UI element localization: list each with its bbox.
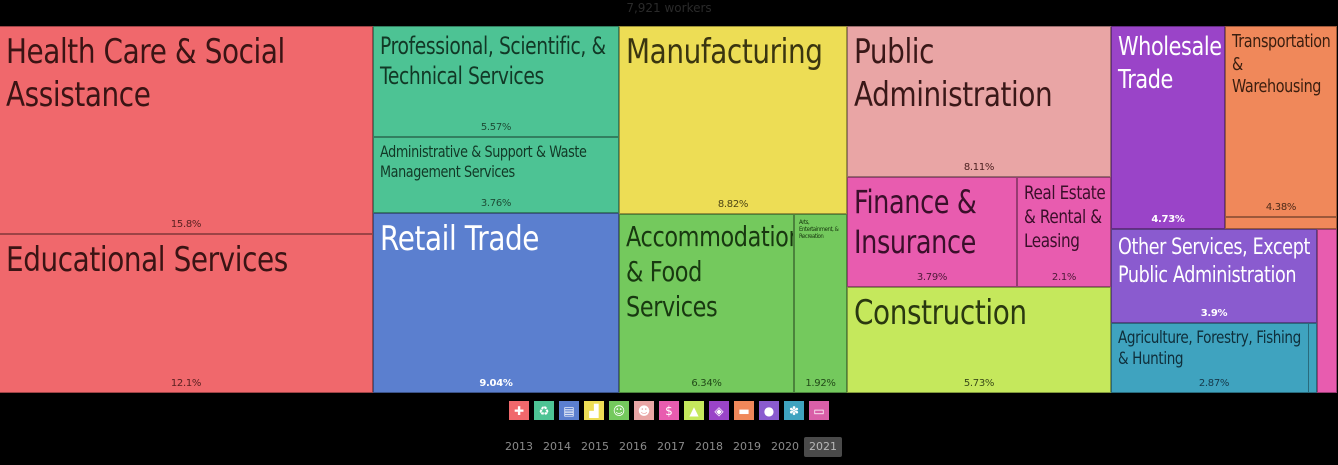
tile-label: Retail Trade [380,219,540,259]
tile-label: Real Estate & Rental & Leasing [1024,182,1106,252]
treemap-tile-arts-entertainment-recreation[interactable]: Arts, Entertainment, & Recreation 1.92% [794,214,847,393]
sliver-other-sub[interactable] [1317,229,1337,393]
tile-share-label: 4.38% [1265,202,1297,213]
year-option-2018[interactable]: 2018 [695,440,723,453]
person-icon[interactable]: ● [759,401,779,420]
wheat-icon[interactable]: ✽ [784,401,804,420]
money-icon[interactable]: $ [659,401,679,420]
treemap-tile-educational-services[interactable]: Educational Services 12.1% [0,234,373,393]
tile-share-label: 2.87% [1198,378,1230,389]
tile-share-label: 2.1% [1051,272,1077,283]
tile-label: Transportation & Warehousing [1232,31,1331,97]
tile-label: Finance & Insurance [854,183,977,261]
tile-share-label: 1.92% [805,378,836,389]
year-option-2014[interactable]: 2014 [543,440,571,453]
year-option-2017[interactable]: 2017 [657,440,685,453]
year-option-2021[interactable]: 2021 [804,437,842,457]
tile-share-label: 5.73% [963,378,995,389]
computer-icon[interactable]: ▭ [809,401,829,420]
treemap-tile-administrative-support-waste-management-services[interactable]: Administrative & Support & Waste Managem… [373,137,619,213]
health-cross-icon[interactable]: ✚ [509,401,529,420]
sliver-agriculture-sub[interactable] [1308,323,1317,393]
year-option-2020[interactable]: 2020 [771,440,799,453]
tile-label: Wholesale Trade [1118,32,1222,95]
tile-share-label: 3.76% [480,198,512,209]
tile-label: Manufacturing [626,32,823,72]
year-option-2015[interactable]: 2015 [581,440,609,453]
tile-label: Other Services, Except Public Administra… [1118,235,1310,288]
treemap-tile-finance-insurance[interactable]: Finance & Insurance 3.79% [847,177,1017,287]
tile-share-label: 15.8% [170,219,202,230]
treemap-tile-professional-scientific-technical-services[interactable]: Professional, Scientific, & Technical Se… [373,26,619,137]
year-option-2019[interactable]: 2019 [733,440,761,453]
treemap-tile-wholesale-trade[interactable]: Wholesale Trade 4.73% [1111,26,1225,229]
tile-label: Agriculture, Forestry, Fishing & Hunting [1118,328,1301,370]
treemap-tile-accommodation-food-services[interactable]: Accommodation & Food Services 6.34% [619,214,794,393]
treemap-tile-manufacturing[interactable]: Manufacturing 8.82% [619,26,847,214]
treemap-tile-other-services-except-public-administration[interactable]: Other Services, Except Public Administra… [1111,229,1317,323]
tile-share-label: 8.11% [963,162,995,173]
tile-label: Accommodation & Food Services [626,220,794,323]
treemap-tile-health-care-social-assistance[interactable]: Health Care & Social Assistance 15.8% [0,26,373,234]
year-option-2013[interactable]: 2013 [505,440,533,453]
tile-label: Public Administration [854,32,1053,115]
tile-label: Administrative & Support & Waste Managem… [380,142,587,181]
treemap-tile-public-administration[interactable]: Public Administration 8.11% [847,26,1111,177]
tile-label: Arts, Entertainment, & Recreation [799,219,839,241]
people-icon[interactable]: ☻ [634,401,654,420]
industry-treemap: Health Care & Social Assistance 15.8% Educ… [0,26,1337,393]
industry-icon-bar: ✚ ♻ ▤ ▟ ☺ ☻ $ ▲ ◈ ▬ ● ✽ ▭ [509,401,829,421]
tile-label: Construction [854,293,1027,333]
tile-share-label: 9.04% [479,378,513,389]
treemap-tile-agriculture-forestry-fishing-hunting[interactable]: Agriculture, Forestry, Fishing & Hunting… [1111,323,1317,393]
year-option-2016[interactable]: 2016 [619,440,647,453]
treemap-tile-real-estate-rental-leasing[interactable]: Real Estate & Rental & Leasing 2.1% [1017,177,1111,287]
tile-share-label: 3.9% [1200,308,1228,319]
tile-share-label: 12.1% [170,378,202,389]
tile-share-label: 3.79% [916,272,948,283]
storefront-icon[interactable]: ▤ [559,401,579,420]
masks-icon[interactable]: ☺ [609,401,629,420]
cone-icon[interactable]: ▲ [684,401,704,420]
treemap-tile-transportation-warehousing[interactable]: Transportation & Warehousing 4.38% [1225,26,1337,217]
tile-label: Professional, Scientific, & Technical Se… [380,32,606,90]
tile-share-label: 8.82% [717,199,749,210]
total-workers-label: 7,921 workers [626,1,712,15]
factory-icon[interactable]: ▟ [584,401,604,420]
boxes-icon[interactable]: ◈ [709,401,729,420]
tile-share-label: 5.57% [480,122,512,133]
tile-share-label: 6.34% [691,378,722,389]
sliver-transportation-sub[interactable] [1225,217,1337,229]
treemap-tile-construction[interactable]: Construction 5.73% [847,287,1111,393]
tile-label: Educational Services [6,240,288,280]
tile-share-label: 4.73% [1151,214,1185,225]
tile-label: Health Care & Social Assistance [6,32,285,115]
year-selector: 2013 2014 2015 2016 2017 2018 2019 2020 2021 [500,437,842,457]
truck-icon[interactable]: ▬ [734,401,754,420]
recycle-icon[interactable]: ♻ [534,401,554,420]
treemap-tile-retail-trade[interactable]: Retail Trade 9.04% [373,213,619,393]
